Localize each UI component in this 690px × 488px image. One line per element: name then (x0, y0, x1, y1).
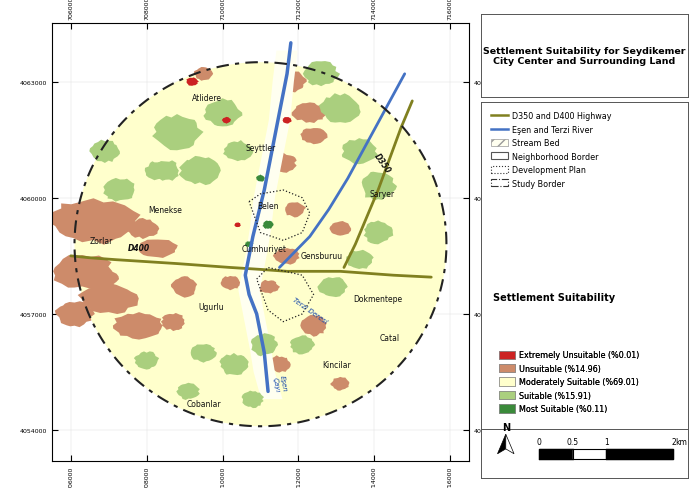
Legend: Extremely Unsuitable (%0.01), Unsuitable (%14.96), Moderately Suitable (%69.01),: Extremely Unsuitable (%0.01), Unsuitable… (493, 345, 645, 419)
Polygon shape (78, 284, 139, 314)
Polygon shape (83, 268, 119, 289)
Polygon shape (257, 280, 280, 294)
Polygon shape (317, 278, 348, 298)
Polygon shape (55, 302, 95, 327)
Text: Cumhuriyet: Cumhuriyet (241, 244, 287, 253)
Text: Belen: Belen (257, 202, 279, 210)
Polygon shape (222, 118, 231, 124)
Polygon shape (292, 103, 327, 124)
Polygon shape (134, 352, 159, 370)
Text: Cobanlar: Cobanlar (186, 399, 221, 407)
Text: Eşen
Çayı: Eşen Çayı (272, 374, 287, 393)
Polygon shape (219, 353, 248, 375)
Polygon shape (241, 391, 264, 408)
Text: Menekse: Menekse (148, 205, 183, 214)
Text: D400: D400 (128, 244, 150, 252)
Polygon shape (329, 222, 351, 236)
Text: Atlidere: Atlidere (193, 93, 222, 102)
Text: Dokmentepe: Dokmentepe (353, 294, 403, 304)
Polygon shape (113, 312, 162, 340)
Text: 0: 0 (536, 438, 542, 447)
Polygon shape (364, 221, 393, 245)
Text: Zorlar: Zorlar (90, 236, 112, 245)
Polygon shape (251, 333, 278, 357)
Polygon shape (285, 203, 306, 218)
Polygon shape (194, 68, 213, 81)
Polygon shape (256, 175, 265, 182)
Polygon shape (75, 63, 446, 427)
Polygon shape (221, 276, 241, 291)
Text: Saryer: Saryer (369, 190, 395, 199)
Polygon shape (179, 157, 221, 186)
Polygon shape (204, 99, 242, 127)
Polygon shape (275, 72, 307, 93)
Polygon shape (342, 139, 377, 165)
Polygon shape (104, 179, 135, 203)
Text: Ugurlu: Ugurlu (198, 302, 224, 311)
Polygon shape (53, 256, 112, 289)
Polygon shape (290, 336, 315, 355)
Polygon shape (245, 242, 253, 248)
Polygon shape (497, 434, 506, 454)
Polygon shape (190, 344, 217, 363)
Polygon shape (331, 377, 349, 391)
Text: 2: 2 (671, 438, 676, 447)
Polygon shape (300, 315, 327, 337)
Polygon shape (282, 118, 291, 124)
Polygon shape (273, 248, 299, 265)
Polygon shape (176, 383, 200, 400)
Polygon shape (268, 356, 290, 373)
Polygon shape (300, 129, 328, 145)
Polygon shape (161, 313, 185, 331)
Text: km: km (676, 438, 687, 447)
Text: N: N (502, 423, 510, 432)
Polygon shape (186, 78, 199, 87)
Polygon shape (139, 240, 178, 259)
Polygon shape (128, 219, 159, 240)
Polygon shape (151, 161, 179, 182)
Polygon shape (269, 153, 297, 173)
Text: Gensburuu: Gensburuu (300, 252, 342, 261)
Text: Catal: Catal (380, 333, 400, 342)
Polygon shape (262, 221, 274, 229)
Polygon shape (362, 172, 397, 201)
Text: Kincilar: Kincilar (322, 360, 351, 369)
Text: Settlement Suitability for Seydikemer
City Center and Surrounding Land: Settlement Suitability for Seydikemer Ci… (483, 46, 686, 66)
Polygon shape (319, 94, 361, 123)
Polygon shape (303, 62, 340, 87)
Polygon shape (145, 162, 172, 181)
Text: 0.5: 0.5 (566, 438, 579, 447)
Polygon shape (89, 141, 120, 163)
Text: Seyttler: Seyttler (246, 143, 275, 153)
Polygon shape (152, 115, 204, 151)
Text: Terzi Deresi: Terzi Deresi (291, 296, 328, 325)
Text: 1: 1 (604, 438, 609, 447)
Polygon shape (223, 141, 253, 162)
Polygon shape (506, 434, 514, 454)
Text: D350: D350 (372, 152, 392, 175)
Text: Settlement Suitability: Settlement Suitability (493, 292, 615, 302)
Polygon shape (346, 250, 374, 269)
Polygon shape (239, 51, 297, 399)
Polygon shape (46, 199, 141, 245)
Polygon shape (235, 223, 241, 227)
Polygon shape (171, 277, 197, 298)
